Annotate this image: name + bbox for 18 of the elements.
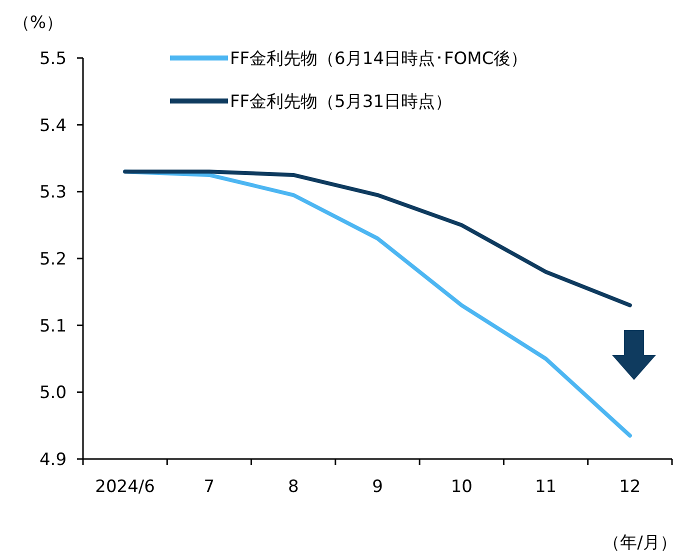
legend-label: FF金利先物（5月31日時点） (230, 92, 452, 112)
x-axis-title: （年/月） (603, 533, 677, 553)
x-tick-label: 8 (288, 477, 299, 497)
y-tick-label: 4.9 (39, 450, 67, 470)
x-tick-label: 2024/6 (95, 477, 155, 497)
y-tick-label: 5.3 (39, 182, 67, 203)
y-tick-label: 5.2 (39, 250, 67, 270)
x-tick-label: 9 (372, 477, 383, 497)
x-tick-label: 12 (619, 477, 641, 497)
x-tick-label: 11 (534, 477, 557, 497)
legend-label: FF金利先物（6月14日時点･FOMC後） (230, 49, 528, 69)
x-tick-label: 7 (204, 477, 215, 497)
y-tick-label: 5.1 (39, 316, 67, 336)
y-tick-label: 5.0 (39, 383, 67, 404)
y-tick-label: 5.4 (39, 116, 67, 136)
y-tick-label: 5.5 (39, 49, 67, 69)
y-axis-title: （%） (12, 13, 64, 33)
x-tick-label: 10 (450, 477, 472, 497)
